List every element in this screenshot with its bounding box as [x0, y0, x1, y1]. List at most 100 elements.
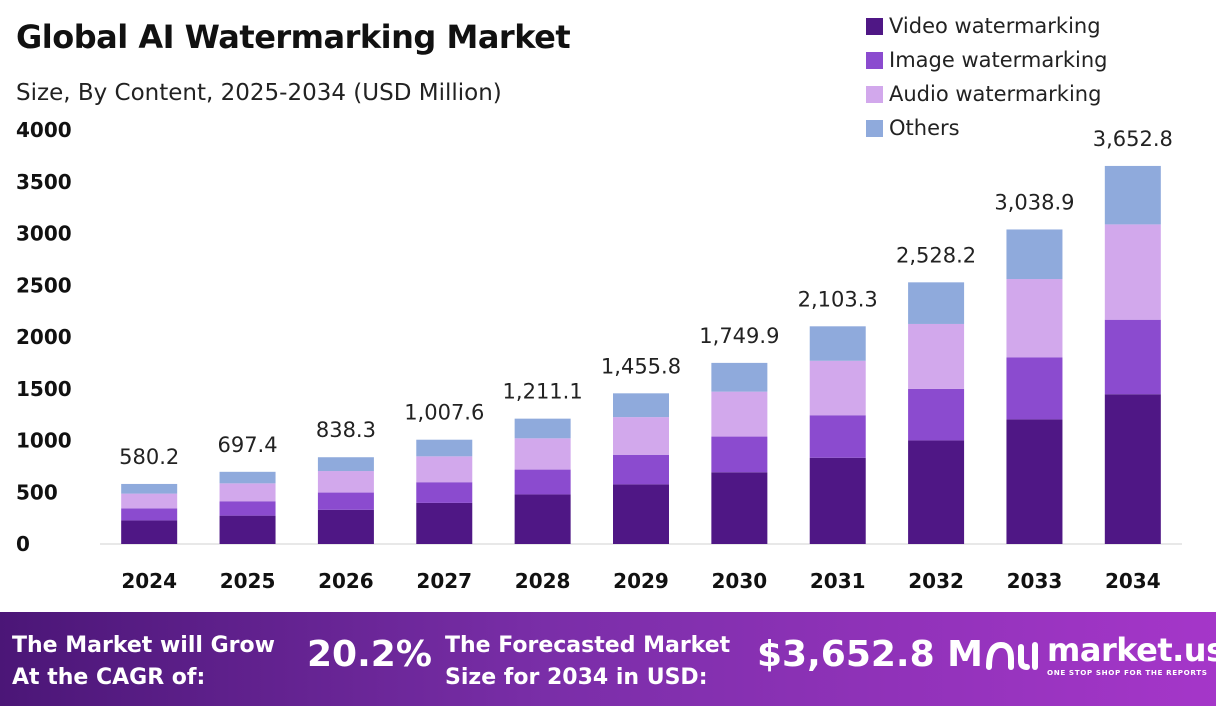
x-tick-label: 2032 [908, 569, 964, 593]
bar-segment-audio-watermarking [711, 391, 768, 437]
total-data-label: 697.4 [217, 433, 277, 457]
chart-legend: Video watermarking Image watermarking Audi… [866, 9, 1108, 145]
x-tick-label: 2028 [515, 569, 571, 593]
bar-segment-video-watermarking [711, 472, 768, 544]
bar-segment-others [908, 282, 965, 324]
bar-segment-others [613, 393, 669, 418]
x-tick-label: 2026 [318, 569, 374, 593]
x-tick-label: 2027 [416, 569, 472, 593]
brand-logo: market.us ONE STOP SHOP FOR THE REPORTS [985, 634, 1216, 677]
bar-segment-image-watermarking [1006, 357, 1063, 420]
bar-segment-video-watermarking [1104, 394, 1161, 544]
x-tick-label: 2034 [1105, 569, 1161, 593]
legend-item: Others [866, 111, 1108, 145]
chart-title: Global AI Watermarking Market [16, 18, 571, 56]
forecast-label-line1: The Forecasted Market [445, 633, 731, 658]
legend-item: Image watermarking [866, 43, 1108, 77]
bar-segment-audio-watermarking [613, 417, 669, 455]
bar-segment-video-watermarking [514, 494, 571, 544]
bar-segment-others [219, 471, 276, 484]
bar-segment-others [711, 362, 768, 392]
total-data-label: 1,007.6 [404, 401, 484, 425]
legend-label: Others [889, 116, 960, 140]
legend-item: Audio watermarking [866, 77, 1108, 111]
x-tick-label: 2030 [712, 569, 768, 593]
legend-swatch [866, 51, 883, 69]
y-tick-label: 3000 [16, 222, 72, 246]
bar-segment-image-watermarking [711, 436, 768, 473]
legend-label: Audio watermarking [889, 82, 1102, 106]
bar-segment-others [809, 326, 866, 361]
bar-segment-audio-watermarking [317, 471, 374, 493]
total-data-label: 3,652.8 [1093, 127, 1173, 151]
bar-segment-video-watermarking [219, 515, 276, 544]
forecast-value: $3,652.8 M [757, 634, 984, 675]
cagr-label-line1: The Market will Grow [12, 633, 275, 658]
y-tick-label: 500 [16, 480, 58, 504]
bar-segment-others [1104, 165, 1161, 225]
total-data-label: 1,211.1 [503, 380, 583, 404]
forecast-label-line2: Size for 2034 in USD: [445, 665, 708, 690]
bar-segment-image-watermarking [121, 508, 178, 521]
bar-segment-others [1006, 229, 1063, 280]
total-data-label: 2,528.2 [896, 243, 976, 267]
bar-segment-others [121, 483, 178, 494]
legend-label: Video watermarking [889, 14, 1101, 38]
y-tick-label: 0 [16, 532, 30, 556]
forecast-label: The Forecasted Market Size for 2034 in U… [445, 630, 730, 694]
x-tick-label: 2025 [220, 569, 276, 593]
stacked-bar-chart: 0 500 1000 1500 2000 2500 3000 3500 4000 580.2 202… [16, 118, 1182, 593]
bar-segment-image-watermarking [908, 388, 965, 441]
bar-segment-video-watermarking [121, 520, 178, 544]
bar-segment-audio-watermarking [1104, 224, 1161, 320]
y-tick-label: 1500 [16, 377, 72, 401]
x-tick-label: 2033 [1007, 569, 1063, 593]
total-data-label: 1,455.8 [601, 354, 681, 378]
cagr-value: 20.2% [307, 634, 432, 675]
bar-segment-audio-watermarking [809, 360, 866, 416]
y-tick-label: 2500 [16, 273, 72, 297]
bar-segment-others [317, 457, 374, 472]
cagr-label: The Market will Grow At the CAGR of: [12, 630, 275, 694]
bar-segment-image-watermarking [809, 415, 866, 458]
footer-banner: The Market will Grow At the CAGR of: 20.… [0, 612, 1216, 706]
bar-segment-video-watermarking [416, 502, 473, 544]
y-tick-label: 3500 [16, 170, 72, 194]
legend-item: Video watermarking [866, 9, 1108, 43]
legend-label: Image watermarking [889, 48, 1108, 72]
bar-segment-video-watermarking [613, 484, 669, 544]
bar-segment-audio-watermarking [908, 323, 965, 389]
bar-segment-audio-watermarking [416, 456, 473, 483]
bar-segment-audio-watermarking [514, 438, 571, 470]
y-tick-label: 2000 [16, 325, 72, 349]
bar-segment-video-watermarking [1006, 419, 1063, 544]
bar-segment-image-watermarking [416, 482, 473, 503]
x-tick-label: 2029 [613, 569, 669, 593]
bar-segment-audio-watermarking [121, 493, 178, 509]
brand-tagline: ONE STOP SHOP FOR THE REPORTS [1047, 668, 1208, 677]
bar-segment-video-watermarking [908, 440, 965, 544]
bar-segment-video-watermarking [317, 509, 374, 544]
bar-segment-image-watermarking [613, 454, 669, 485]
total-data-label: 838.3 [316, 418, 376, 442]
bar-segment-audio-watermarking [1006, 279, 1063, 358]
cagr-label-line2: At the CAGR of: [12, 665, 206, 690]
brand-name: market.us [1047, 631, 1216, 669]
bar-segment-image-watermarking [514, 469, 571, 495]
bar-segment-others [514, 418, 571, 439]
legend-swatch [866, 17, 883, 35]
bar-segment-image-watermarking [219, 501, 276, 516]
legend-swatch [866, 85, 883, 103]
market-us-logo-icon [986, 641, 1038, 670]
chart-subtitle: Size, By Content, 2025-2034 (USD Million… [16, 80, 502, 106]
y-tick-label: 4000 [16, 118, 72, 142]
total-data-label: 2,103.3 [798, 287, 878, 311]
bar-segment-image-watermarking [317, 492, 374, 510]
total-data-label: 1,749.9 [699, 324, 779, 348]
y-tick-label: 1000 [16, 429, 72, 453]
bar-segment-audio-watermarking [219, 483, 276, 502]
x-tick-label: 2024 [121, 569, 177, 593]
bar-segment-others [416, 439, 473, 457]
x-tick-label: 2031 [810, 569, 866, 593]
bar-segment-image-watermarking [1104, 319, 1161, 395]
